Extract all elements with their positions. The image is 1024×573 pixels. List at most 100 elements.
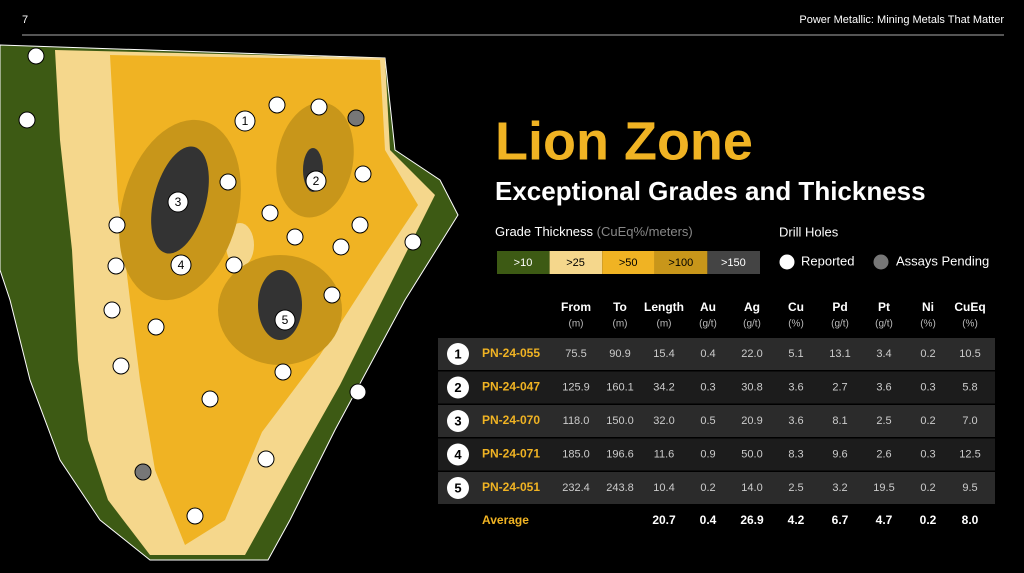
drill-hole bbox=[268, 96, 286, 114]
grade-class: >150 bbox=[721, 257, 746, 269]
drill-hole bbox=[219, 173, 237, 191]
drill-hole bbox=[112, 357, 130, 375]
hole-label: 1 bbox=[242, 114, 249, 128]
column-unit: (%) bbox=[788, 319, 804, 330]
cell: 2.5 bbox=[788, 482, 803, 494]
column-unit: (g/t) bbox=[875, 319, 893, 330]
row-badge bbox=[447, 376, 469, 399]
labeled-hole bbox=[274, 309, 296, 331]
cell: 3.2 bbox=[832, 482, 847, 494]
row-index: 2 bbox=[454, 380, 461, 395]
drill-hole bbox=[404, 233, 422, 251]
cell: 0.2 bbox=[920, 348, 935, 360]
cell: 0.3 bbox=[920, 448, 935, 460]
column-header: Ag bbox=[744, 300, 760, 314]
cell: 3.6 bbox=[788, 381, 803, 393]
column-header: From bbox=[561, 300, 591, 314]
hole-label: 5 bbox=[282, 313, 289, 327]
pending-hole bbox=[347, 109, 365, 127]
column-header: Length bbox=[644, 300, 684, 314]
column-header: Cu bbox=[788, 300, 804, 314]
cell: 12.5 bbox=[959, 448, 980, 460]
hole-id: PN-24-071 bbox=[482, 447, 540, 461]
cell: 20.9 bbox=[741, 415, 762, 427]
reported-swatch bbox=[779, 254, 795, 270]
cell: 8.3 bbox=[788, 448, 803, 460]
drill-hole bbox=[354, 165, 372, 183]
drill-hole bbox=[103, 301, 121, 319]
map: 1 2 3 4 5 bbox=[0, 44, 459, 561]
cell: 160.1 bbox=[606, 381, 634, 393]
average-cell: 6.7 bbox=[832, 513, 849, 527]
average-cell: 4.2 bbox=[788, 513, 805, 527]
cell: 243.8 bbox=[606, 482, 634, 494]
drill-hole bbox=[186, 507, 204, 525]
row-index: 5 bbox=[454, 480, 461, 495]
cell: 8.1 bbox=[832, 415, 847, 427]
column-header: Pd bbox=[832, 300, 847, 314]
cell: 196.6 bbox=[606, 448, 634, 460]
average-cell: 4.7 bbox=[876, 513, 893, 527]
grade-unit: (CuEq%/meters) bbox=[597, 224, 693, 239]
row-index: 1 bbox=[454, 346, 461, 361]
column-header: To bbox=[613, 300, 627, 314]
column-unit: (g/t) bbox=[831, 319, 849, 330]
drill-hole bbox=[27, 47, 45, 65]
drill-hole bbox=[323, 286, 341, 304]
cell: 2.5 bbox=[876, 415, 891, 427]
table-row bbox=[438, 338, 995, 370]
column-header: Ni bbox=[922, 300, 934, 314]
cell: 9.5 bbox=[962, 482, 977, 494]
labeled-hole bbox=[170, 254, 192, 276]
grade-swatch bbox=[707, 251, 760, 274]
cell: 9.6 bbox=[832, 448, 847, 460]
grade-legend-title: Grade Thickness (CuEq%/meters) bbox=[495, 224, 693, 239]
drill-hole bbox=[108, 216, 126, 234]
cell: 118.0 bbox=[563, 415, 590, 427]
drill-legend-item: Reported bbox=[801, 253, 854, 268]
row-badge bbox=[447, 477, 469, 499]
table-row bbox=[438, 472, 995, 504]
cell: 30.8 bbox=[741, 381, 762, 393]
cell: 14.0 bbox=[741, 482, 762, 494]
grade-title: Grade Thickness bbox=[495, 224, 594, 239]
grade-class: >25 bbox=[566, 257, 585, 269]
column-header: Au bbox=[700, 300, 716, 314]
column-unit: (m) bbox=[657, 319, 672, 330]
cell: 232.4 bbox=[562, 482, 590, 494]
drill-hole bbox=[310, 98, 328, 116]
drill-hole bbox=[225, 256, 243, 274]
average-cell: 26.9 bbox=[740, 513, 764, 527]
average-cell: 8.0 bbox=[962, 513, 979, 527]
cell: 32.0 bbox=[653, 415, 674, 427]
hole-label: 2 bbox=[313, 174, 320, 188]
cell: 0.5 bbox=[700, 415, 715, 427]
cell: 150.0 bbox=[606, 415, 634, 427]
hole-label: 4 bbox=[178, 258, 185, 272]
page-number: 7 bbox=[22, 14, 28, 26]
cell: 50.0 bbox=[741, 448, 762, 460]
brand: Power Metallic: Mining Metals That Matte… bbox=[799, 14, 1004, 26]
pending-swatch bbox=[873, 254, 889, 270]
cell: 3.4 bbox=[876, 348, 891, 360]
labeled-hole bbox=[305, 170, 327, 192]
cell: 0.3 bbox=[920, 381, 935, 393]
table-row bbox=[438, 371, 995, 404]
drill-hole bbox=[261, 204, 279, 222]
drill-hole bbox=[332, 238, 350, 256]
row-badge bbox=[447, 410, 469, 432]
drill-hole bbox=[286, 228, 304, 246]
cell: 10.4 bbox=[653, 482, 674, 494]
cell: 75.5 bbox=[565, 348, 586, 360]
cell: 10.5 bbox=[959, 348, 980, 360]
cell: 125.9 bbox=[562, 381, 590, 393]
cell: 13.1 bbox=[829, 348, 850, 360]
column-header: CuEq bbox=[954, 300, 985, 314]
cell: 34.2 bbox=[653, 381, 674, 393]
grade-class: >10 bbox=[514, 257, 533, 269]
grade-swatch bbox=[497, 251, 550, 274]
zone-150 bbox=[258, 270, 302, 340]
row-index: 3 bbox=[454, 413, 461, 428]
